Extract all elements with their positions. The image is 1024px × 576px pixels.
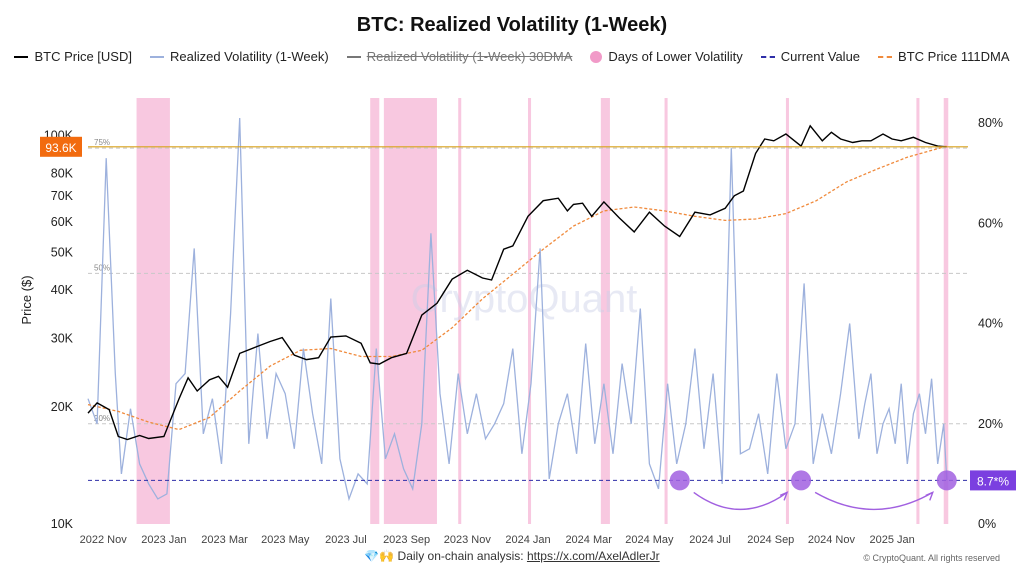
legend-label-price-111dma: BTC Price 111DMA [898,49,1010,64]
legend-item-low-volatility[interactable]: Days of Lower Volatility [590,49,743,64]
legend-swatch-volatility [149,55,164,58]
x-tick-label: 2023 Jan [141,534,186,546]
y-right-tick-label: 80% [978,116,1003,130]
y-right-tick-label: 20% [978,417,1003,431]
copyright: © CryptoQuant. All rights reserved [863,553,1000,563]
guide-label: 20% [94,414,110,423]
chart-legend: BTC Price [USD] Realized Volatility (1-W… [0,49,1024,64]
legend-item-current-value[interactable]: Current Value [760,49,861,64]
y-left-tick-label: 60K [51,215,74,229]
footer: 💎🙌 Daily on-chain analysis: https://x.co… [0,549,1024,563]
legend-label-price: BTC Price [USD] [34,49,132,64]
x-tick-label: 2023 May [261,534,310,546]
low-volatility-band [528,98,532,524]
price-series [87,124,947,441]
footer-text: Daily on-chain analysis: [397,549,524,563]
y-right-tick-label: 40% [978,317,1003,331]
legend-label-current-value: Current Value [780,49,861,64]
legend-item-price[interactable]: BTC Price [USD] [14,49,132,64]
x-tick-label: 2023 Sep [383,534,430,546]
dma-series [87,145,947,431]
marker-arc-arrowhead [925,491,934,501]
low-vol-marker [936,470,957,491]
value-badges: 93.6K 8.7*% [40,136,1016,491]
y-right-tick-label: 0% [978,517,996,531]
marker-arc [814,491,934,511]
price-line [87,124,947,441]
legend-swatch-price-111dma [878,55,893,58]
y-right-tick-label: 60% [978,216,1003,230]
legend-label-volatility-30dma: Realized Volatility (1-Week) 30DMA [366,49,573,64]
guide-label: 75% [94,138,110,147]
y-left-tick-label: 80K [51,166,74,180]
y-left-tick-label: 30K [51,332,74,346]
low-volatility-band [664,98,668,524]
y-left-tick-label: 70K [51,189,74,203]
x-tick-label: 2024 May [625,534,674,546]
volatility-line [87,117,948,502]
low-volatility-band [916,98,920,524]
volatility-series [87,117,948,502]
low-volatility-band [136,98,170,524]
low-volatility-band [785,98,789,524]
x-tick-label: 2024 Sep [747,534,794,546]
x-tick-label: 2023 Mar [201,534,248,546]
y-left-tick-label: 40K [51,283,74,297]
legend-swatch-low-volatility [590,50,603,63]
marker-arc-arrowhead [779,491,789,501]
low-volatility-band [370,98,380,524]
low-vol-marker [791,470,812,491]
x-tick-label: 2024 Mar [565,534,612,546]
y-left-tick-label: 10K [51,517,74,531]
low-volatility-bands [136,98,949,524]
y-left-tick-label: 20K [51,400,74,414]
low-volatility-band [600,98,610,524]
x-tick-label: 2023 Jul [325,534,367,546]
low-volatility-band [458,98,462,524]
x-tick-label: 2022 Nov [80,534,128,546]
watermark: CryptoQuant [411,277,638,321]
reference-lines [88,146,968,481]
dma-line [87,145,947,431]
x-tick-label: 2025 Jan [870,534,915,546]
x-tick-label: 2023 Nov [444,534,492,546]
legend-swatch-price [14,55,29,58]
low-volatility-band [943,98,949,524]
current-value-badge [970,470,1016,491]
legend-swatch-current-value [760,55,775,58]
y-left-tick-label: 50K [51,246,74,260]
legend-item-volatility-30dma[interactable]: Realized Volatility (1-Week) 30DMA [346,49,573,64]
current-price-badge [40,136,82,157]
x-tick-label: 2024 Jul [689,534,731,546]
legend-label-volatility: Realized Volatility (1-Week) [169,49,329,64]
legend-item-price-111dma[interactable]: BTC Price 111DMA [878,49,1010,64]
footer-icons: 💎🙌 [364,549,395,563]
footer-link[interactable]: https://x.com/AxelAdlerJr [526,549,660,563]
low-vol-marker [669,470,690,491]
x-tick-label: 2024 Jan [505,534,550,546]
y-axis-label: Price ($) [19,275,34,324]
chart-title: BTC: Realized Volatility (1-Week) [356,14,668,36]
current-value-badge-label: 8.7*% [977,474,1009,488]
axes: 10K20K30K40K50K60K70K80K100K0%20%40%60%8… [44,116,1003,546]
x-tick-label: 2024 Nov [808,534,856,546]
legend-swatch-volatility-30dma [346,55,361,58]
legend-item-volatility[interactable]: Realized Volatility (1-Week) [149,49,329,64]
low-vol-markers [669,470,957,511]
legend-label-low-volatility: Days of Lower Volatility [608,49,743,64]
marker-arc [693,491,788,510]
current-price-badge-label: 93.6K [45,141,76,155]
